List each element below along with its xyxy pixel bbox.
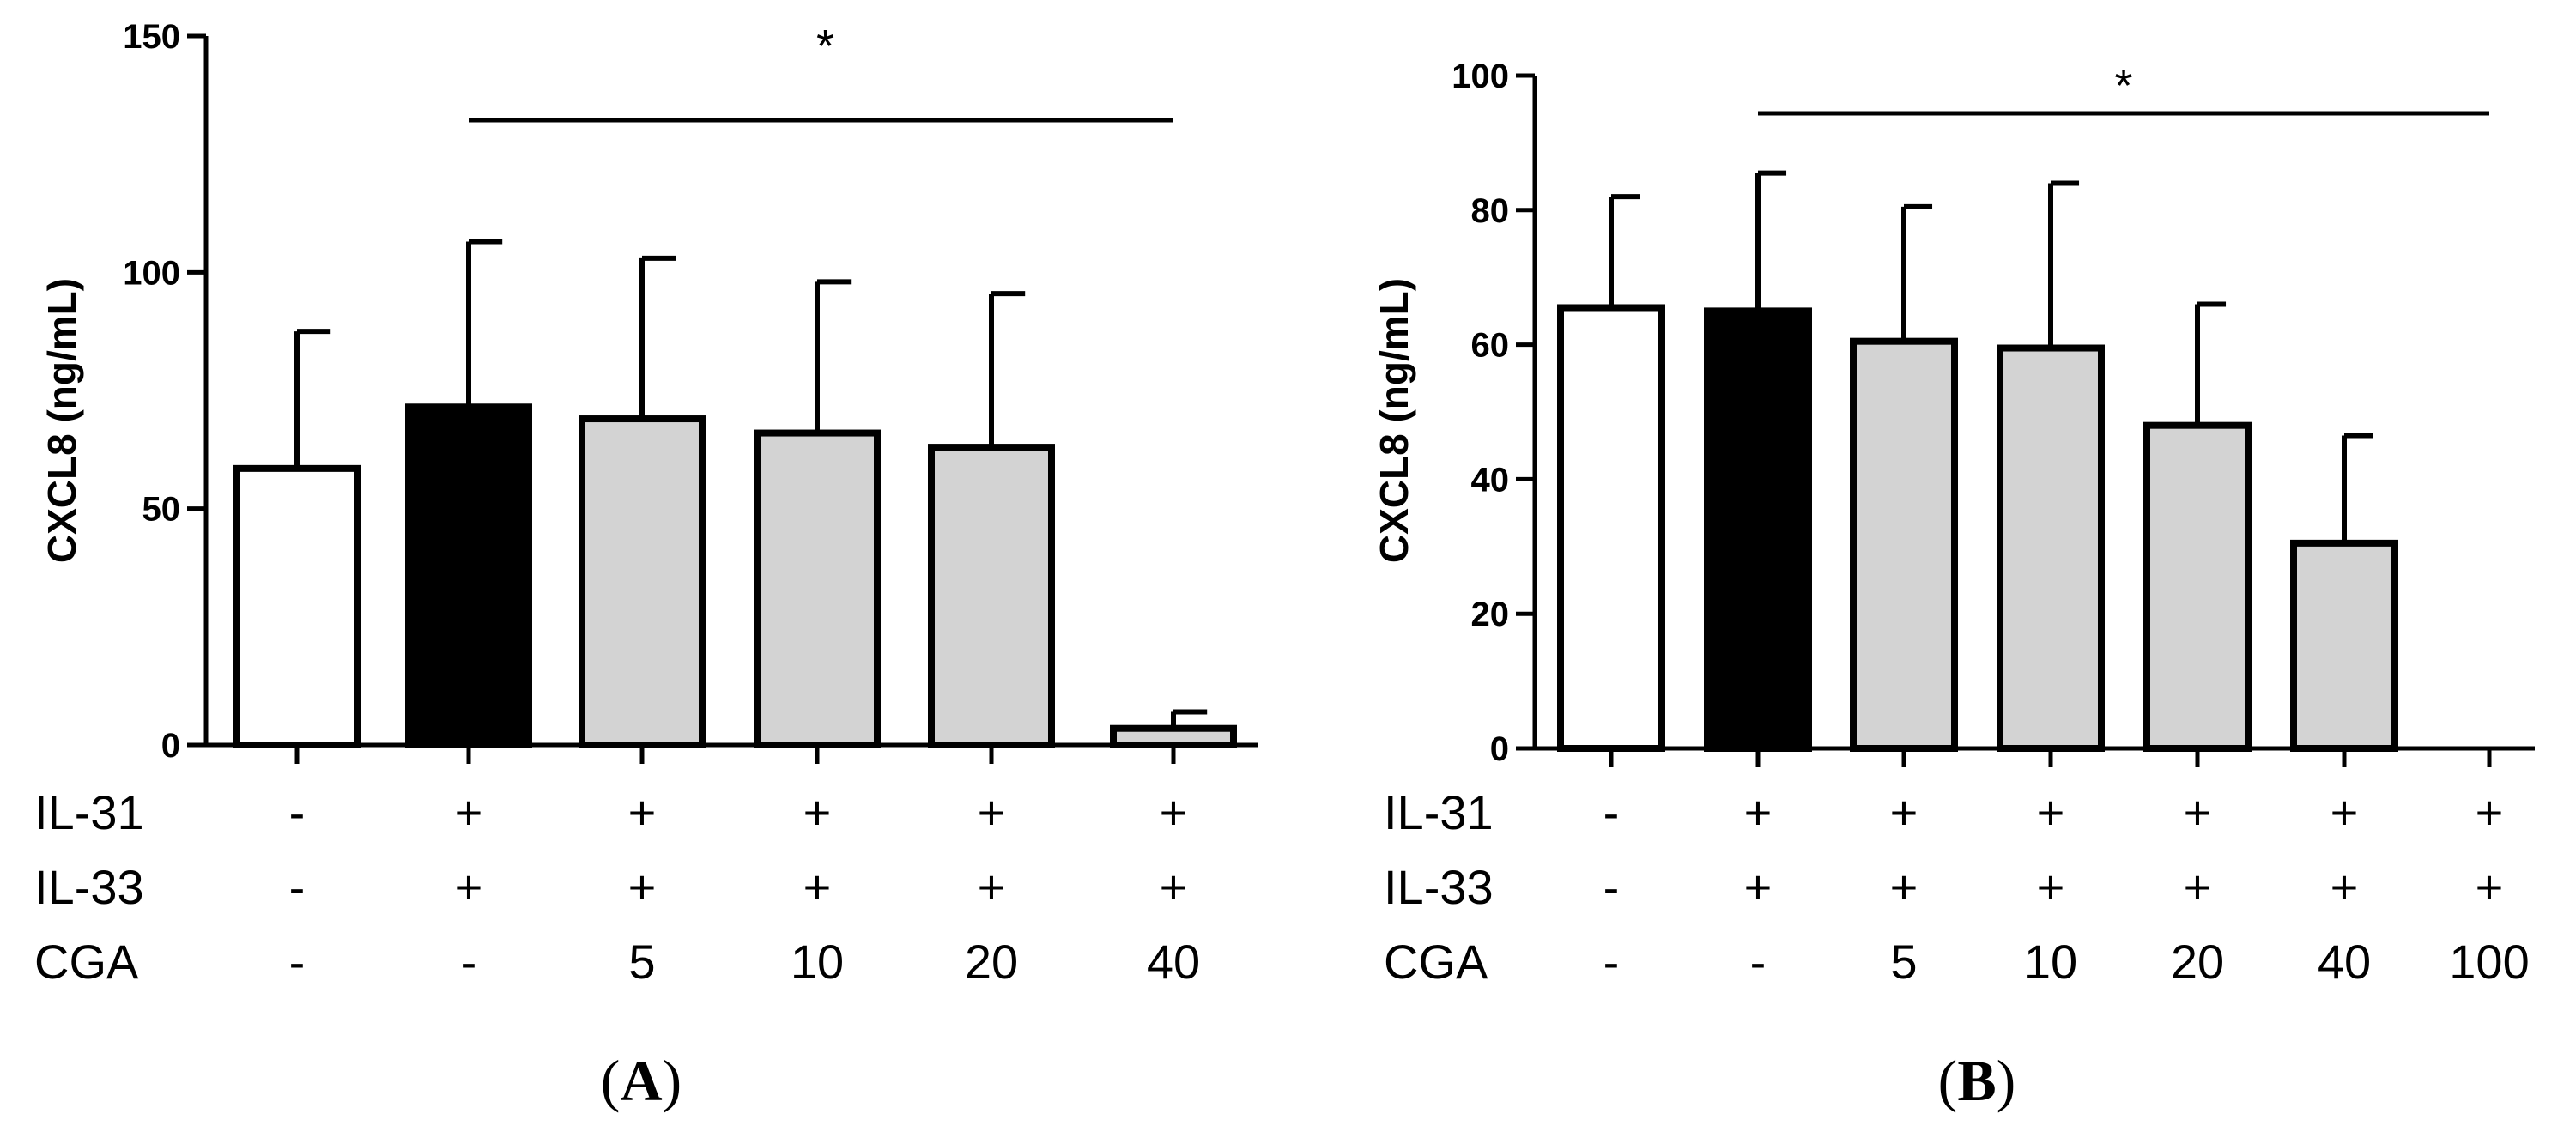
- panel-b-y-tick-label: 60: [1471, 327, 1510, 365]
- panel-b-table-cell: -: [1603, 785, 1620, 839]
- panel-b-table-cell: +: [1744, 785, 1773, 839]
- panel-b-bar: [1850, 337, 1958, 752]
- panel-b-y-tick-label: 80: [1471, 192, 1510, 230]
- panel-b-table-cell: +: [2476, 785, 2504, 839]
- panel-b-table-cell: -: [1750, 935, 1767, 989]
- panel-b-y-tick-label: 100: [1452, 58, 1509, 95]
- panel-a-table-cell: -: [289, 860, 306, 914]
- panel-b-table-cell: +: [2476, 860, 2504, 914]
- panel-a-y-tick-label: 100: [123, 254, 180, 292]
- panel-a-bar: [754, 429, 881, 748]
- panel-a-table-cell: 20: [965, 935, 1018, 989]
- panel-b-y-tick-label: 40: [1471, 461, 1510, 499]
- panel-b-label: (B): [1938, 1048, 2016, 1113]
- panel-b-y-tick-label: 0: [1490, 730, 1509, 768]
- panel-b-table-cell: +: [1744, 860, 1773, 914]
- panel-b-table-cell: +: [1890, 860, 1918, 914]
- panel-b-table-cell: +: [2037, 860, 2065, 914]
- panel-b-bar: [2143, 421, 2252, 752]
- panel-b-table-cell: +: [2331, 785, 2359, 839]
- panel-b-table-cell: 40: [2318, 935, 2371, 989]
- panel-b-table-cell: -: [1603, 860, 1620, 914]
- panel-b-significance-star: *: [2114, 60, 2132, 112]
- panel-a-table-cell: 10: [791, 935, 844, 989]
- panel-a-significance-star: *: [816, 21, 834, 72]
- panel-a-table-cell: +: [1160, 785, 1188, 839]
- panel-b-table-cell: -: [1603, 935, 1620, 989]
- panel-b-bar: [1557, 304, 1665, 753]
- panel-a-row-label-cga: CGA: [34, 935, 139, 989]
- panel-a-table-cell: +: [803, 785, 832, 839]
- panel-a-table-cell: +: [628, 785, 657, 839]
- panel-a-y-tick-label: 0: [161, 727, 180, 765]
- panel-b-table-cell: 5: [1890, 935, 1917, 989]
- panel-a-y-axis-title: CXCL8 (ng/mL): [39, 278, 84, 563]
- panel-a-table-cell: -: [461, 935, 477, 989]
- panel-a-table-cell: +: [978, 785, 1006, 839]
- panel-a: CXCL8 (ng/mL) 0 50 100 150 * IL-31 IL-33 CGA…: [34, 18, 1258, 1113]
- panel-a-table-cell: 5: [628, 935, 655, 989]
- panel-a-bar: [928, 444, 1055, 749]
- panel-a-table: - + + + + + - + + + + + - - 5 10 20 40: [289, 785, 1200, 989]
- panel-a-table-cell: +: [455, 860, 483, 914]
- panel-b-plot: 0 20 40 60 80 100 *: [1452, 58, 2535, 768]
- panel-a-row-label-il31: IL-31: [34, 785, 144, 839]
- panel-b-bar: [1704, 307, 1812, 752]
- panel-b-y-axis-title: CXCL8 (ng/mL): [1372, 278, 1416, 563]
- panel-a-bar: [1110, 724, 1237, 749]
- panel-b-table-cell: +: [2037, 785, 2065, 839]
- panel-b-row-label-il31: IL-31: [1384, 785, 1494, 839]
- panel-b-y-tick-label: 20: [1471, 596, 1510, 633]
- panel-a-label: (A): [601, 1048, 682, 1113]
- panel-a-bar: [579, 415, 706, 748]
- panel-b-row-label-il33: IL-33: [1384, 860, 1494, 914]
- panel-a-y-tick-label: 50: [142, 491, 181, 529]
- panel-a-table-cell: +: [803, 860, 832, 914]
- panel-a-bar: [233, 464, 361, 748]
- panel-a-plot: 0 50 100 150 *: [123, 18, 1258, 765]
- panel-b-bar: [2290, 539, 2398, 752]
- panel-a-table-cell: +: [628, 860, 657, 914]
- panel-b-table-cell: +: [1890, 785, 1918, 839]
- panel-a-table-cell: -: [289, 935, 306, 989]
- panel-a-table-cell: +: [455, 785, 483, 839]
- panel-b-table-cell: +: [2184, 860, 2212, 914]
- panel-a-table-cell: 40: [1147, 935, 1200, 989]
- panel-a-y-tick-label: 150: [123, 18, 180, 56]
- panel-b-table-cell: 20: [2171, 935, 2224, 989]
- panel-b-table-cell: +: [2331, 860, 2359, 914]
- panel-b-row-label-cga: CGA: [1384, 935, 1488, 989]
- panel-b-table-cell: 10: [2024, 935, 2077, 989]
- panel-b-table-cell: 100: [2449, 935, 2529, 989]
- panel-b-bar: [1997, 344, 2105, 752]
- panel-a-bar: [405, 403, 532, 748]
- panel-a-row-label-il33: IL-33: [34, 860, 144, 914]
- panel-b-table: - + + + + + + - + + + + + + - - 5 10 20 40 100: [1603, 785, 2530, 989]
- panel-a-table-cell: +: [978, 860, 1006, 914]
- panel-b-table-cell: +: [2184, 785, 2212, 839]
- panel-a-table-cell: +: [1160, 860, 1188, 914]
- panel-a-table-cell: -: [289, 785, 306, 839]
